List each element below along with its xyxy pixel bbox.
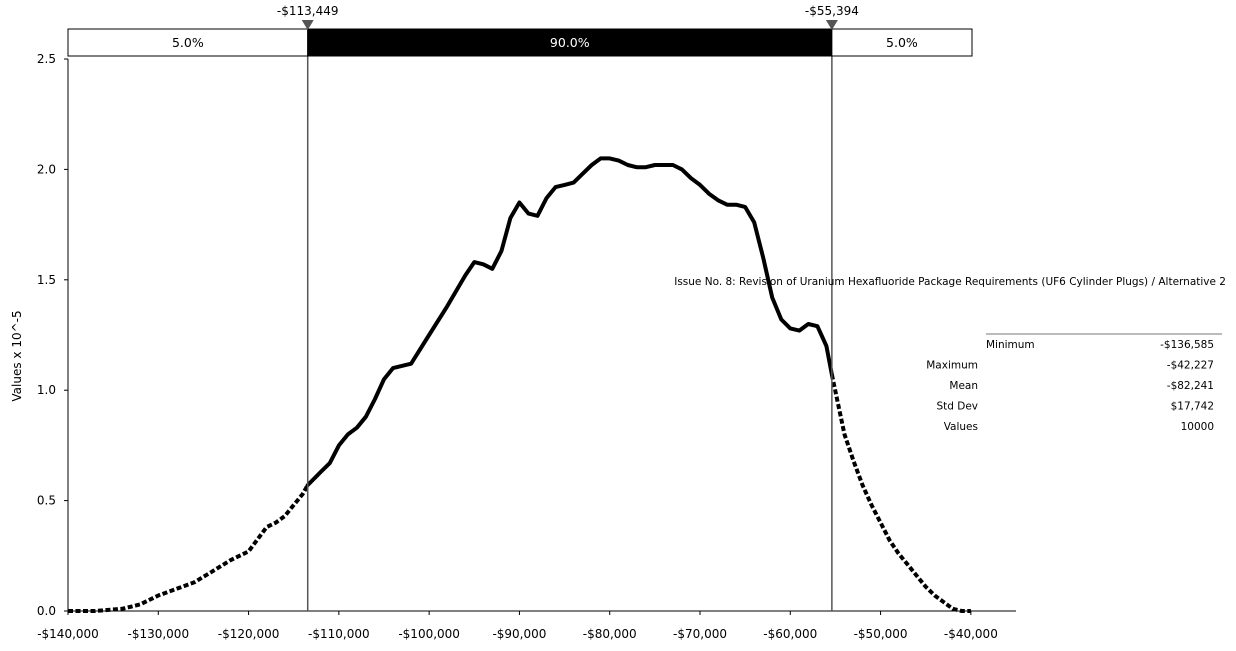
marker-triangle-1 [825, 20, 838, 30]
stat-label: Values [944, 421, 978, 433]
y-tick-label: 0.0 [37, 604, 56, 618]
x-tick-label: -$140,000 [37, 627, 99, 641]
distribution-curve [68, 156, 971, 613]
stat-value: -$42,227 [1167, 360, 1214, 372]
y-axis-label: Values x 10^-5 [10, 310, 24, 401]
y-tick-label: 1.0 [37, 383, 56, 397]
x-tick-label: -$80,000 [583, 627, 637, 641]
band-label-0: 5.0% [172, 35, 204, 50]
stat-label: Mean [949, 380, 978, 392]
stat-label: Minimum [986, 339, 1035, 351]
axes [64, 58, 1016, 615]
y-tick-label: 0.5 [37, 494, 56, 508]
curve-middle [305, 156, 834, 488]
x-tick-label: -$110,000 [308, 627, 370, 641]
marker-triangle-0 [301, 20, 314, 30]
y-tick-label: 2.5 [37, 52, 56, 66]
band-label-2: 5.0% [886, 35, 918, 50]
band-1 [307, 28, 833, 57]
percentile-bands: 5.0% 90.0% 5.0% -$113,449 -$55,394 [67, 4, 973, 57]
percentile-markers [306, 29, 833, 611]
curve-right-tail [829, 374, 971, 613]
stats-table: Minimum -$136,585 Maximum -$42,227 Mean -$82,… [926, 339, 1214, 433]
band-label-1: 90.0% [550, 35, 590, 50]
chart-annotation: Issue No. 8: Revision of Uranium Hexaflu… [674, 276, 1226, 288]
stat-value: -$136,585 [1160, 339, 1214, 351]
x-tick-label: -$130,000 [127, 627, 189, 641]
marker-label-1: -$55,394 [805, 4, 859, 18]
x-tick-label: -$40,000 [944, 627, 998, 641]
marker-label-0: -$113,449 [277, 4, 339, 18]
band-0 [67, 28, 309, 57]
stat-value: -$82,241 [1167, 380, 1214, 392]
stat-label: Maximum [926, 360, 978, 372]
stat-label: Std Dev [936, 401, 978, 413]
tick-labels: 0.0 0.5 1.0 1.5 2.0 2.5 -$140,000 -$130,000 -$12… [37, 52, 998, 641]
stat-value: 10000 [1181, 421, 1214, 433]
curve-left-tail [68, 484, 310, 613]
x-tick-label: -$60,000 [763, 627, 817, 641]
x-tick-label: -$50,000 [854, 627, 908, 641]
x-tick-label: -$90,000 [492, 627, 546, 641]
x-tick-label: -$120,000 [218, 627, 280, 641]
y-tick-label: 1.5 [37, 273, 56, 287]
stat-value: $17,742 [1171, 401, 1214, 413]
x-tick-label: -$100,000 [398, 627, 460, 641]
band-2 [831, 28, 973, 57]
y-tick-label: 2.0 [37, 162, 56, 176]
x-tick-label: -$70,000 [673, 627, 727, 641]
